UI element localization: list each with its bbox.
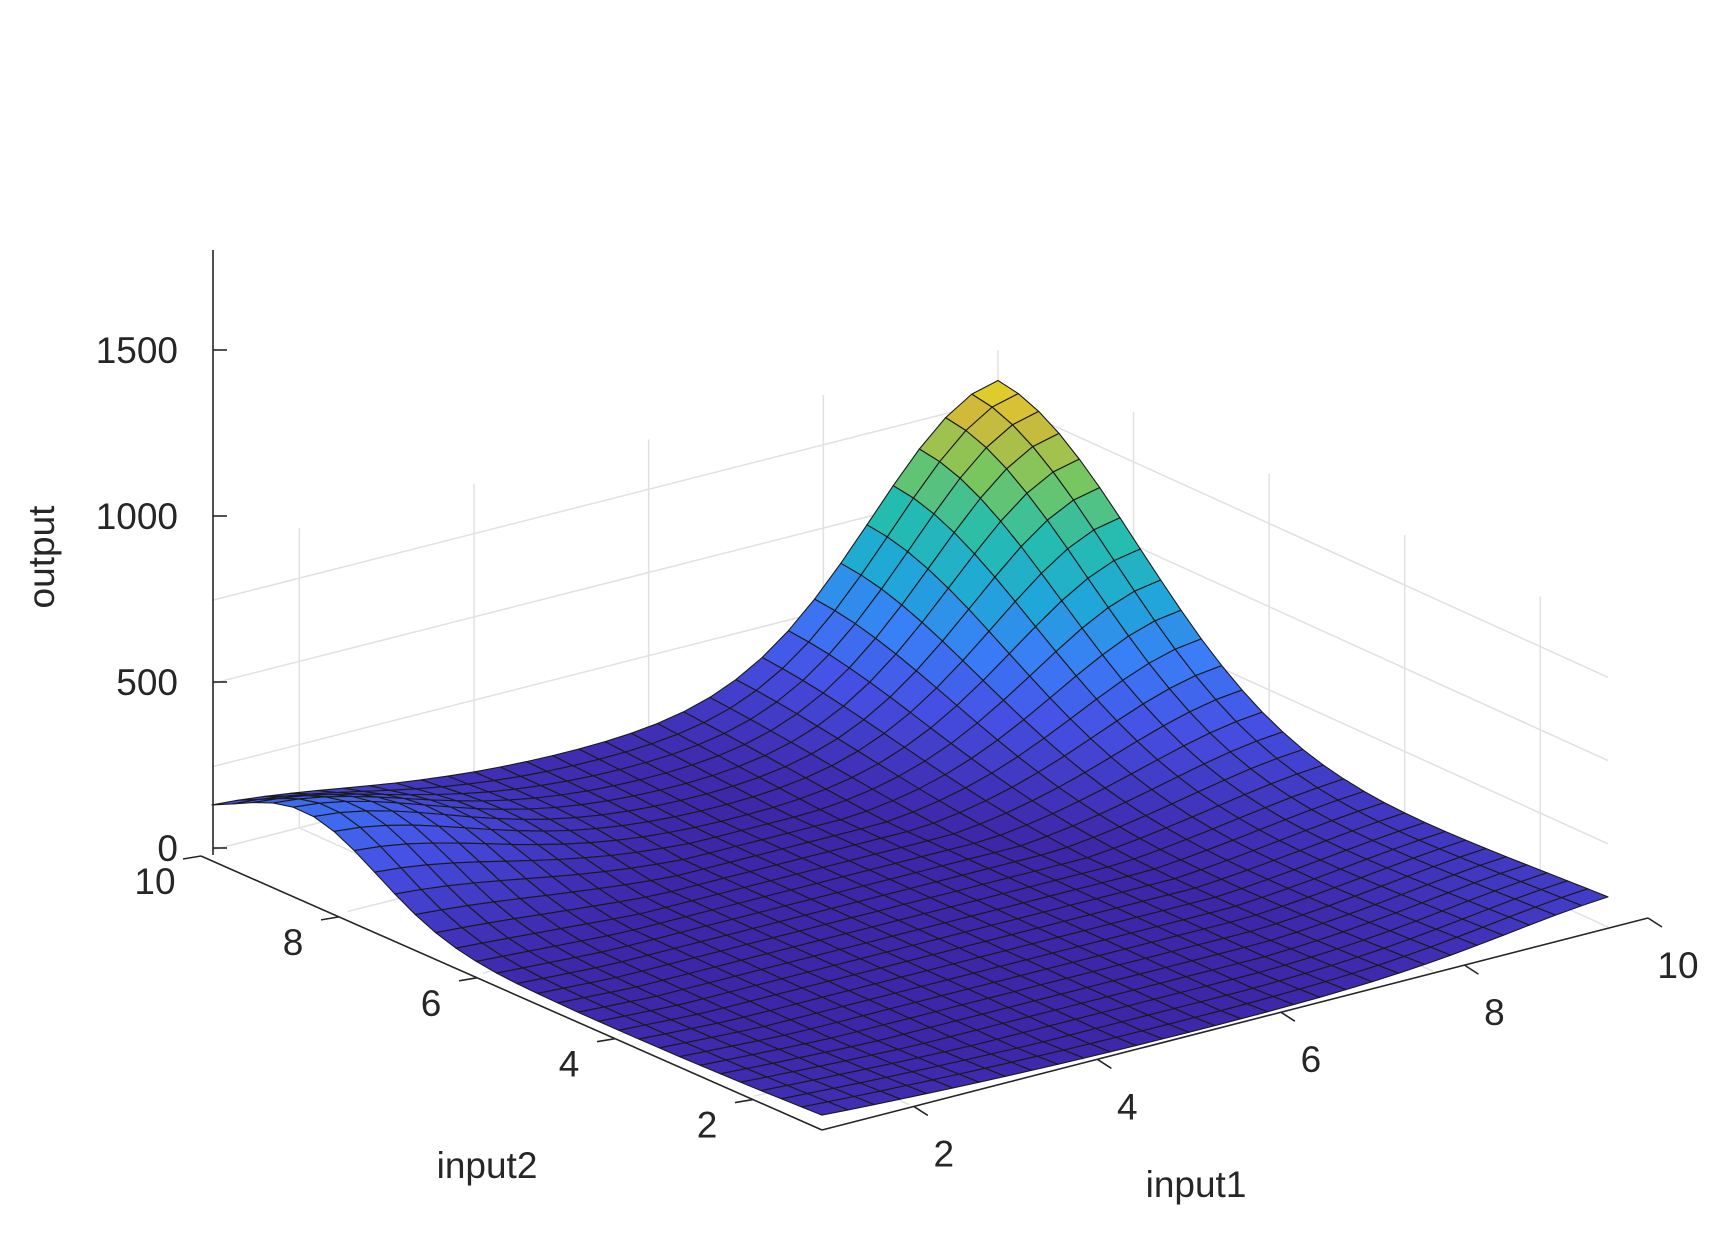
x-tick-label: 2: [933, 1133, 954, 1174]
grid-line-horizontal: [997, 399, 1609, 679]
y-tick-mark: [734, 1098, 754, 1104]
x-tick-mark: [1464, 964, 1479, 975]
y-tick-mark: [182, 855, 202, 860]
y-tick-mark: [320, 916, 340, 921]
z-tick-label: 1000: [96, 496, 178, 537]
y-tick-mark: [596, 1037, 616, 1043]
surface-plot: [211, 379, 1609, 1116]
grid-line-horizontal: [211, 399, 999, 602]
x-tick-mark: [1096, 1058, 1112, 1070]
x-axis-line: [821, 917, 1649, 1131]
x-tick-mark: [1647, 917, 1663, 928]
y-axis-label: input2: [437, 1145, 538, 1186]
axes-layer: [182, 250, 1663, 1131]
y-tick-label: 2: [697, 1105, 718, 1146]
x-tick-label: 6: [1301, 1039, 1322, 1080]
z-tick-label: 500: [116, 662, 178, 703]
y-tick-label: 10: [134, 861, 175, 902]
y-tick-label: 4: [559, 1044, 580, 1085]
y-tick-label: 6: [421, 983, 442, 1024]
y-tick-mark: [458, 976, 478, 982]
z-tick-label: 0: [157, 828, 178, 869]
x-tick-label: 8: [1484, 992, 1505, 1033]
y-tick-label: 8: [283, 922, 304, 963]
y-axis-line: [200, 855, 823, 1131]
x-tick-mark: [1280, 1011, 1296, 1022]
x-axis-label: input1: [1146, 1164, 1247, 1205]
z-axis-label: output: [21, 505, 62, 609]
z-tick-label: 1500: [96, 330, 178, 371]
x-tick-label: 4: [1117, 1086, 1138, 1127]
x-tick-mark: [913, 1105, 929, 1117]
surface-face: [801, 1101, 849, 1116]
x-tick-label: 10: [1657, 945, 1698, 986]
grid-line-horizontal: [211, 482, 999, 685]
